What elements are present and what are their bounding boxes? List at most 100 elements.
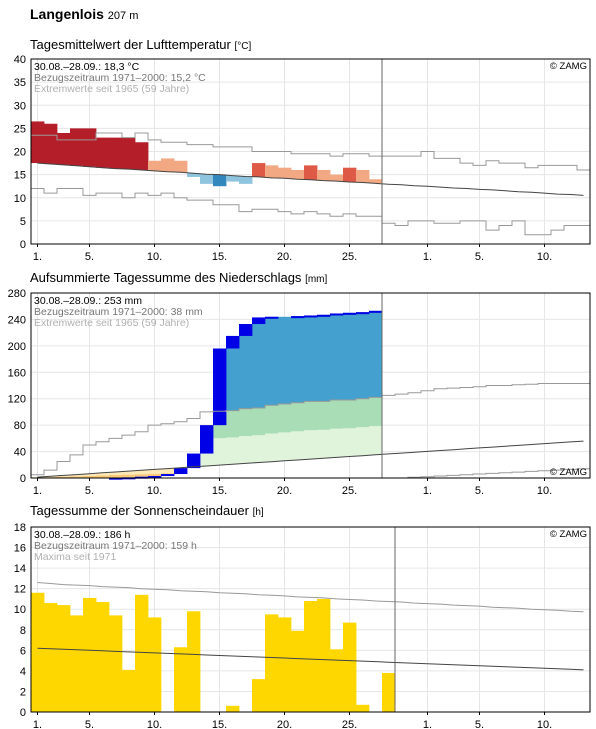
precipitation-bar [252,317,266,325]
temperature-xtick-label: 10. [537,251,552,263]
precipitation-bar [213,348,227,426]
precipitation-frame [30,292,591,479]
precipitation-band-above [317,314,331,402]
sunshine-max-line [37,582,584,613]
precipitation-band-below-dark [83,475,97,478]
temperature-bar [304,165,318,180]
sunshine-ytick-label: 8 [20,625,26,637]
temperature-bar [135,142,149,170]
sunshine-bar [330,649,344,712]
precipitation-band-mid [369,397,383,427]
precipitation-title-unit: [mm] [305,274,328,285]
sunshine-bar [31,592,45,712]
temperature-bar [122,137,136,170]
precipitation-band-above [239,324,253,409]
precipitation-info-line: Extremwerte seit 1965 (59 Jahre) [34,317,189,329]
temperature-xtick-label: 25. [342,251,357,263]
sunshine-ytick-label: 0 [20,707,26,719]
temperature-bar [291,170,305,180]
precipitation-xtick-label: 10. [147,485,162,497]
temperature-bar [44,123,58,164]
temperature-bar [174,160,188,173]
precipitation-band-above [265,316,279,406]
precipitation-bar [187,453,201,469]
precipitation-band-low [343,428,357,457]
sunshine-xtick-label: 5. [85,719,94,729]
sunshine-ytick-label: 16 [14,543,26,555]
precipitation-ytick-label: 80 [14,420,26,432]
precipitation-band-mid [226,410,240,438]
sunshine-bar [57,605,71,712]
sunshine-bar [174,647,188,712]
precipitation-bar [304,315,318,318]
precipitation-band-below-dark [70,476,84,478]
temperature-xtick-label: 1. [33,251,42,263]
temperature-xtick-label: 10. [147,251,162,263]
temperature-max-line [31,132,590,171]
precipitation-band-mid [317,401,331,430]
temperature-xtick-label: 1. [423,251,432,263]
precipitation-ytick-label: 200 [8,341,26,353]
temperature-info-line: 30.08.–28.09.: 18,3 °C [34,61,140,73]
precipitation-band-mid [265,405,279,434]
precipitation-ytick-label: 240 [8,314,26,326]
temperature-bar [31,121,45,164]
sunshine-xtick-label: 25. [342,719,357,729]
precipitation-band-low [252,435,266,463]
sunshine-title-unit: [h] [252,507,264,518]
precipitation-band-below-light [161,468,175,474]
precipitation-band-below-light [148,469,162,474]
temperature-chart: 0 5 10 15 20 25 30 35 40 1. 5. 10. 15. 20. 25. 1. 5. 10. 3… [14,54,591,263]
precipitation-band-mid [239,408,253,437]
precipitation-bar [330,313,344,316]
precipitation-band-below-dark [161,473,175,475]
sunshine-ytick-label: 4 [20,666,26,678]
precipitation-bar [226,335,240,349]
sunshine-info-line: Bezugszeitraum 1971–2000: 159 h [34,540,197,552]
precipitation-xtick-label: 5. [85,485,94,497]
temperature-info-line: Bezugszeitraum 1971–2000: 15,2 °C [34,72,206,84]
precipitation-band-mid [356,398,370,428]
sunshine-ytick-label: 12 [14,584,26,596]
precipitation-band-mid [304,401,318,431]
temperature-bar [148,160,162,171]
temperature-bar [252,163,266,177]
sunshine-chart-title: Tagessumme der Sonnenscheindauer [h] [30,503,264,518]
precipitation-bar [356,312,370,315]
sunshine-xtick-label: 20. [277,719,292,729]
temperature-bar [265,165,279,178]
precipitation-ytick-label: 160 [8,367,26,379]
precipitation-band-above [343,312,357,401]
temperature-ytick-label: 25 [14,123,26,135]
precipitation-band-below-dark [57,476,71,478]
precipitation-xtick-label: 1. [423,485,432,497]
precipitation-band-below-dark [109,474,123,478]
precipitation-band-low [239,436,253,464]
precipitation-info-line: Bezugszeitraum 1971–2000: 38 mm [34,306,203,318]
precipitation-band-above [291,316,305,403]
temperature-ytick-label: 30 [14,100,26,112]
temperature-xtick-label: 20. [277,251,292,263]
temperature-min-line [31,188,590,236]
precipitation-band-above [330,313,344,401]
sunshine-xtick-label: 5. [475,719,484,729]
temperature-bar [109,137,123,169]
precipitation-band-above [304,315,318,402]
precipitation-bar [317,314,331,317]
temperature-credit: © ZAMG [550,61,587,72]
precipitation-ytick-label: 120 [8,394,26,406]
precipitation-xtick-label: 10. [537,485,552,497]
precipitation-bar [148,476,162,479]
station-name: Langenlois [30,6,104,22]
temperature-xtick-label: 15. [212,251,227,263]
sunshine-bar [343,622,357,712]
precipitation-xtick-label: 25. [342,485,357,497]
precipitation-bar [109,477,123,480]
temperature-ytick-label: 15 [14,170,26,182]
temperature-frame [30,58,591,245]
temperature-info-line: Extremwerte seit 1965 (59 Jahre) [34,83,189,95]
precipitation-title-text: Aufsummierte Tagessumme des Niederschlag… [30,270,302,285]
precipitation-bar [369,310,383,313]
sunshine-bar [96,602,110,712]
